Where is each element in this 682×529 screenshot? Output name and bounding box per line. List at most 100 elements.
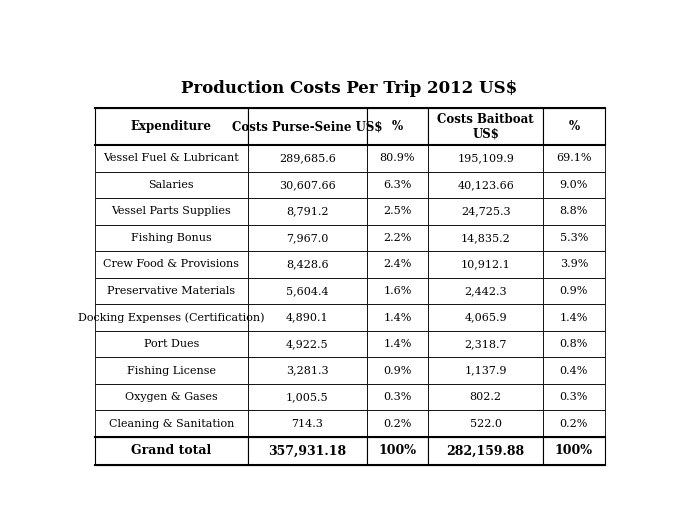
Text: 195,109.9: 195,109.9 bbox=[457, 153, 514, 163]
Text: 3.9%: 3.9% bbox=[560, 260, 588, 269]
Text: 9.0%: 9.0% bbox=[560, 180, 588, 190]
Bar bbox=[248, 108, 367, 145]
Text: Fishing Bonus: Fishing Bonus bbox=[131, 233, 211, 243]
Bar bbox=[367, 171, 428, 198]
Bar bbox=[367, 145, 428, 171]
Text: Vessel Parts Supplies: Vessel Parts Supplies bbox=[111, 206, 231, 216]
Text: 100%: 100% bbox=[555, 444, 593, 457]
Bar bbox=[543, 108, 604, 145]
Bar bbox=[95, 331, 248, 358]
Bar bbox=[248, 437, 367, 464]
Bar bbox=[428, 171, 543, 198]
Text: 1.4%: 1.4% bbox=[560, 313, 588, 323]
Text: 4,065.9: 4,065.9 bbox=[464, 313, 507, 323]
Bar bbox=[95, 198, 248, 225]
Bar bbox=[95, 411, 248, 437]
Text: Crew Food & Provisions: Crew Food & Provisions bbox=[103, 260, 239, 269]
Bar bbox=[95, 108, 248, 145]
Text: 0.3%: 0.3% bbox=[383, 392, 412, 402]
Text: 1.4%: 1.4% bbox=[383, 313, 412, 323]
Bar bbox=[367, 225, 428, 251]
Text: 522.0: 522.0 bbox=[470, 418, 502, 428]
Bar bbox=[428, 145, 543, 171]
Text: 1,137.9: 1,137.9 bbox=[464, 366, 507, 376]
Bar bbox=[367, 108, 428, 145]
Bar bbox=[367, 304, 428, 331]
Bar bbox=[95, 304, 248, 331]
Text: Fishing License: Fishing License bbox=[127, 366, 216, 376]
Bar bbox=[428, 304, 543, 331]
Bar bbox=[428, 225, 543, 251]
Bar bbox=[543, 358, 604, 384]
Bar bbox=[428, 331, 543, 358]
Bar bbox=[367, 384, 428, 411]
Bar bbox=[248, 384, 367, 411]
Text: 2.4%: 2.4% bbox=[383, 260, 412, 269]
Bar bbox=[543, 384, 604, 411]
Text: 0.9%: 0.9% bbox=[560, 286, 588, 296]
Text: Salaries: Salaries bbox=[149, 180, 194, 190]
Bar bbox=[248, 198, 367, 225]
Text: 4,922.5: 4,922.5 bbox=[286, 339, 329, 349]
Text: 357,931.18: 357,931.18 bbox=[268, 444, 346, 457]
Bar bbox=[95, 278, 248, 304]
Text: Grand total: Grand total bbox=[131, 444, 211, 457]
Bar bbox=[248, 171, 367, 198]
Bar bbox=[367, 437, 428, 464]
Bar bbox=[428, 251, 543, 278]
Text: 10,912.1: 10,912.1 bbox=[461, 260, 511, 269]
Text: 2.5%: 2.5% bbox=[383, 206, 412, 216]
Bar bbox=[248, 145, 367, 171]
Text: 8,428.6: 8,428.6 bbox=[286, 260, 329, 269]
Text: 6.3%: 6.3% bbox=[383, 180, 412, 190]
Bar bbox=[367, 411, 428, 437]
Text: 8,791.2: 8,791.2 bbox=[286, 206, 329, 216]
Text: 714.3: 714.3 bbox=[291, 418, 323, 428]
Text: 5,604.4: 5,604.4 bbox=[286, 286, 329, 296]
Bar bbox=[428, 278, 543, 304]
Text: 2,318.7: 2,318.7 bbox=[464, 339, 507, 349]
Bar bbox=[543, 437, 604, 464]
Bar bbox=[543, 278, 604, 304]
Text: Cleaning & Sanitation: Cleaning & Sanitation bbox=[108, 418, 234, 428]
Bar bbox=[543, 171, 604, 198]
Text: 0.2%: 0.2% bbox=[383, 418, 412, 428]
Text: 69.1%: 69.1% bbox=[556, 153, 591, 163]
Text: 289,685.6: 289,685.6 bbox=[279, 153, 336, 163]
Text: 0.4%: 0.4% bbox=[560, 366, 588, 376]
Text: Costs Purse-Seine US$: Costs Purse-Seine US$ bbox=[232, 120, 383, 133]
Bar bbox=[248, 278, 367, 304]
Text: 282,159.88: 282,159.88 bbox=[447, 444, 524, 457]
Bar bbox=[367, 358, 428, 384]
Text: 24,725.3: 24,725.3 bbox=[461, 206, 510, 216]
Bar bbox=[248, 304, 367, 331]
Text: Vessel Fuel & Lubricant: Vessel Fuel & Lubricant bbox=[104, 153, 239, 163]
Bar bbox=[428, 384, 543, 411]
Bar bbox=[248, 358, 367, 384]
Text: 5.3%: 5.3% bbox=[560, 233, 588, 243]
Text: %: % bbox=[568, 120, 580, 133]
Bar bbox=[543, 304, 604, 331]
Bar bbox=[543, 411, 604, 437]
Bar bbox=[367, 251, 428, 278]
Bar bbox=[428, 411, 543, 437]
Bar bbox=[367, 278, 428, 304]
Bar bbox=[428, 437, 543, 464]
Bar bbox=[367, 198, 428, 225]
Bar bbox=[543, 331, 604, 358]
Text: 4,890.1: 4,890.1 bbox=[286, 313, 329, 323]
Bar bbox=[95, 251, 248, 278]
Bar bbox=[543, 225, 604, 251]
Text: 0.2%: 0.2% bbox=[560, 418, 588, 428]
Text: Production Costs Per Trip 2012 US$: Production Costs Per Trip 2012 US$ bbox=[181, 80, 518, 97]
Text: 7,967.0: 7,967.0 bbox=[286, 233, 329, 243]
Text: 0.8%: 0.8% bbox=[560, 339, 588, 349]
Bar bbox=[543, 251, 604, 278]
Text: %: % bbox=[392, 120, 403, 133]
Text: Port Dues: Port Dues bbox=[143, 339, 199, 349]
Text: Costs Baitboat
US$: Costs Baitboat US$ bbox=[437, 113, 534, 141]
Bar bbox=[428, 108, 543, 145]
Text: 802.2: 802.2 bbox=[470, 392, 502, 402]
Bar bbox=[367, 331, 428, 358]
Text: 14,835.2: 14,835.2 bbox=[461, 233, 511, 243]
